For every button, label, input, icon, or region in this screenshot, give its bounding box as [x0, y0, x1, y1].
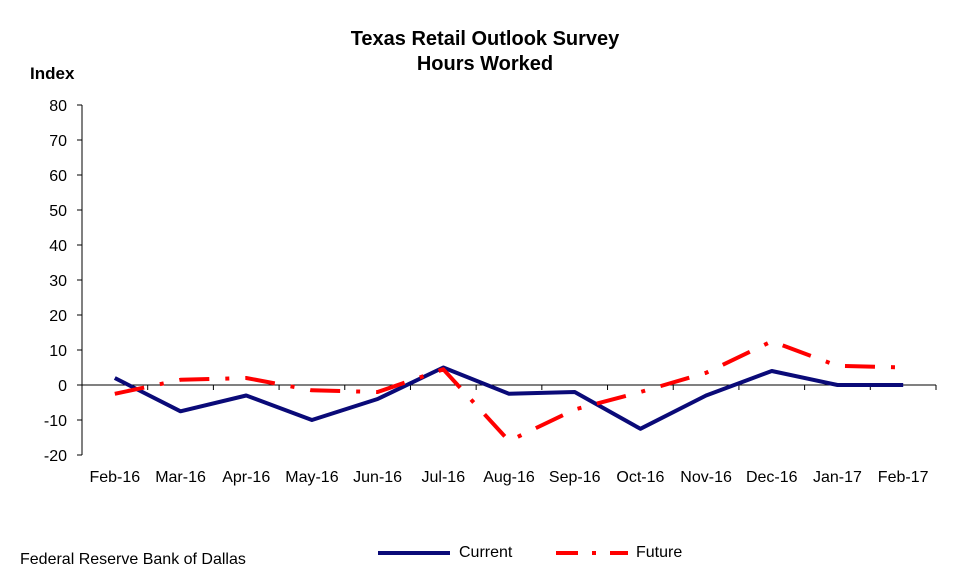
x-tick-label: Oct-16 — [616, 469, 664, 486]
source-note: Federal Reserve Bank of Dallas — [20, 551, 246, 568]
series-lines — [113, 339, 904, 443]
x-tick-label: Jan-17 — [813, 469, 862, 486]
x-tick-label: Jul-16 — [422, 469, 466, 486]
x-tick-label: Feb-16 — [89, 469, 140, 486]
y-tick-label: 70 — [49, 133, 67, 150]
x-axis: Feb-16 Mar-16 Apr-16 May-16 Jun-16 Jul-16 Aug-… — [81, 384, 937, 486]
x-tick-label: May-16 — [285, 469, 338, 486]
x-tick-label: Nov-16 — [680, 469, 732, 486]
y-tick-label: 0 — [58, 378, 67, 395]
chart-title: Texas Retail Outlook Survey — [350, 28, 620, 50]
y-tick-label: -10 — [44, 413, 67, 430]
y-tick-label: 30 — [49, 273, 67, 290]
y-tick-label: 60 — [49, 168, 67, 185]
x-tick-label: Mar-16 — [155, 469, 206, 486]
x-tick-label: Feb-17 — [878, 469, 929, 486]
x-tick-label: Apr-16 — [222, 469, 270, 486]
y-tick-label: -20 — [44, 448, 67, 465]
legend-label-future: Future — [636, 544, 683, 561]
y-tick-label: 40 — [49, 238, 67, 255]
y-tick-label: 80 — [49, 98, 67, 115]
x-tick-label: Dec-16 — [746, 469, 798, 486]
x-tick-label: Jun-16 — [353, 469, 402, 486]
y-tick-label: 50 — [49, 203, 67, 220]
y-axis-label: Index — [30, 64, 75, 83]
series-line-current — [113, 365, 904, 431]
y-tick-label: 10 — [49, 343, 67, 360]
chart-subtitle: Hours Worked — [416, 53, 554, 75]
x-tick-label: Sep-16 — [549, 469, 601, 486]
x-tick-label: Aug-16 — [483, 469, 535, 486]
series-line-future — [114, 339, 904, 443]
y-tick-label: 20 — [49, 308, 67, 325]
legend-label-current: Current — [459, 544, 513, 561]
y-axis: 80 70 60 50 40 30 20 10 0 -10 -20 — [44, 98, 83, 465]
